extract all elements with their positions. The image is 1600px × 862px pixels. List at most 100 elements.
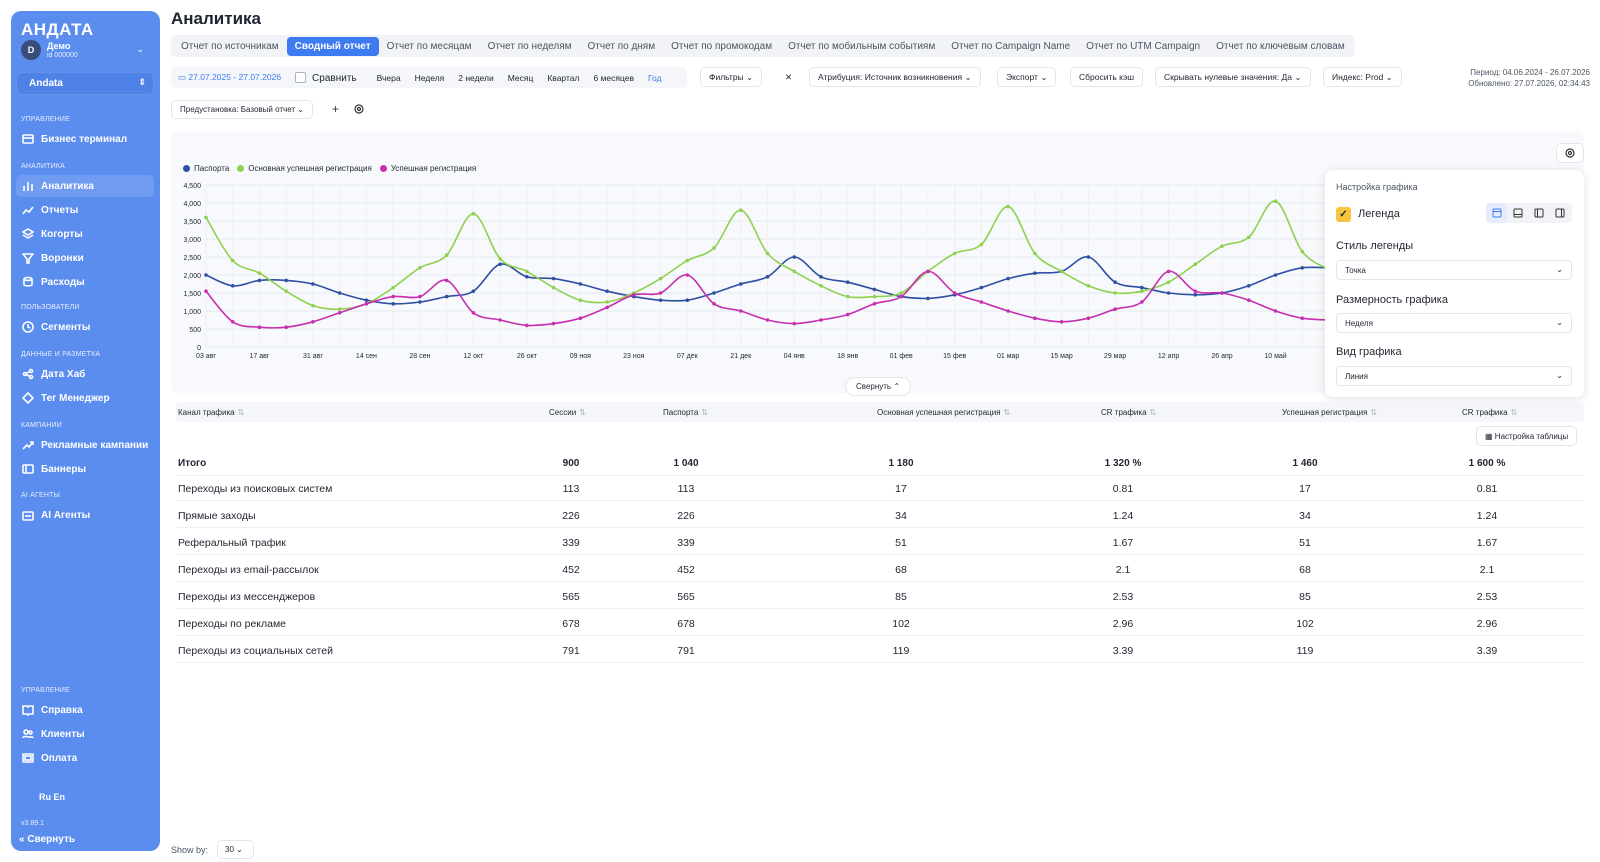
legend-style-select[interactable]: Точка ⌄ — [1336, 260, 1572, 280]
tab-report-5[interactable]: Отчет по промокодам — [671, 40, 773, 52]
period-option-0[interactable]: Вчера — [376, 72, 401, 83]
table-header: Канал трафика ⇅ Сессии ⇅ Паспорта ⇅ Основная у… — [176, 402, 1584, 422]
table-cell: 3.39 — [1476, 645, 1498, 657]
column-header[interactable]: CR трафика ⇅ — [1101, 408, 1156, 417]
collapse-sidebar-button[interactable]: « Свернуть — [19, 834, 75, 845]
tab-report-7[interactable]: Отчет по Campaign Name — [951, 40, 1071, 52]
compare-toggle[interactable]: Сравнить — [288, 71, 364, 84]
period-bar: ▭ 27.07.2025 - 27.07.2026 Сравнить Вчера… — [171, 67, 687, 88]
sidebar-item-terminal[interactable]: Бизнес терминал — [16, 128, 154, 150]
table-row: Переходы из мессенджеров 565 565 85 2.53 85 2.… — [176, 582, 1584, 609]
sidebar-item-clock[interactable]: Сегменты — [16, 316, 154, 338]
chart-type-select[interactable]: Линия ⌄ — [1336, 366, 1572, 386]
legend-item[interactable]: Успешная регистрация — [379, 164, 476, 173]
column-header[interactable]: Успешная регистрация ⇅ — [1282, 408, 1377, 417]
column-header[interactable]: CR трафика ⇅ — [1462, 408, 1517, 417]
hide-zero-select[interactable]: Скрывать нулевые значения: Да ⌄ — [1155, 67, 1311, 87]
reset-cache-button[interactable]: Сбросить кэш — [1070, 67, 1144, 87]
tab-report-1[interactable]: Сводный отчет — [286, 36, 379, 56]
show-by-select[interactable]: 30 ⌄ — [217, 840, 254, 859]
period-option-2[interactable]: 2 недели — [458, 72, 494, 83]
project-select[interactable]: Andata ⇕ — [16, 72, 154, 95]
data-point — [525, 269, 529, 274]
table-cell: 791 — [677, 645, 695, 657]
sidebar-item-diamond[interactable]: Тег Менеджер — [16, 387, 154, 409]
index-select[interactable]: Индекс: Prod ⌄ — [1323, 67, 1402, 87]
preset-select[interactable]: Предустановка: Базовый отчет ⌄ — [171, 100, 313, 119]
sort-icon[interactable]: ⇅ — [237, 408, 245, 417]
sidebar-item-users[interactable]: Клиенты — [16, 723, 154, 745]
compare-checkbox[interactable] — [295, 71, 307, 83]
sidebar-item-robot[interactable]: AI Агенты — [16, 504, 154, 526]
sort-icon[interactable]: ⇅ — [1370, 408, 1378, 417]
legend-position-right-icon[interactable] — [1549, 203, 1570, 223]
export-button[interactable]: Экспорт ⌄ — [997, 67, 1057, 87]
tab-report-8[interactable]: Отчет по UTM Campaign — [1086, 40, 1201, 52]
table-cell: 0.81 — [1112, 483, 1134, 495]
tab-report-4[interactable]: Отчет по дням — [587, 40, 656, 52]
tab-report-3[interactable]: Отчет по неделям — [487, 40, 572, 52]
tab-report-2[interactable]: Отчет по месяцам — [386, 40, 472, 52]
period-option-4[interactable]: Квартал — [547, 72, 580, 83]
table-cell: 102 — [1296, 618, 1314, 630]
sort-icon[interactable]: ⇅ — [579, 408, 586, 417]
data-point — [792, 321, 797, 326]
sidebar-item-book[interactable]: Справка — [16, 699, 154, 721]
x-tick-label: 14 сен — [356, 353, 377, 360]
dimension-select[interactable]: Неделя ⌄ — [1336, 313, 1572, 333]
data-point — [551, 321, 556, 326]
period-option-6[interactable]: Год — [647, 72, 662, 83]
sort-icon[interactable]: ⇅ — [1003, 408, 1011, 417]
sidebar-item-layers[interactable]: Когорты — [16, 223, 154, 245]
chevron-down-icon[interactable]: ⌄ — [136, 44, 144, 54]
table-cell: 34 — [895, 510, 907, 522]
data-point — [364, 298, 369, 302]
period-option-5[interactable]: 6 месяцев — [593, 72, 634, 83]
sidebar-item-bar-chart[interactable]: Аналитика — [16, 175, 154, 197]
sidebar-item-card[interactable]: Оплата — [16, 747, 154, 769]
table-cell: 226 — [562, 510, 580, 522]
sidebar-item-database[interactable]: Расходы — [16, 271, 154, 293]
table-settings-button[interactable]: ▦ Настройка таблицы — [1476, 426, 1578, 446]
sidebar-section-title: Управление — [21, 116, 70, 123]
column-header[interactable]: Канал трафика ⇅ — [178, 408, 244, 417]
legend-position-left-icon[interactable] — [1528, 203, 1549, 223]
column-header[interactable]: Основная успешная регистрация ⇅ — [877, 408, 1010, 417]
legend-position-bottom-icon[interactable] — [1507, 203, 1528, 223]
column-header[interactable]: Сессии ⇅ — [549, 408, 586, 417]
logo: АНДАТА — [21, 20, 94, 39]
sidebar-item-share[interactable]: Дата Хаб — [16, 363, 154, 385]
user-menu[interactable]: D Демо id 000000 ⌄ — [21, 39, 150, 63]
tab-report-6[interactable]: Отчет по мобильным событиям — [788, 40, 936, 52]
legend-checkbox[interactable]: ✓ — [1336, 207, 1351, 222]
chart-type-label: Вид графика — [1336, 346, 1402, 358]
table-cell: 119 — [1296, 645, 1314, 657]
legend-item[interactable]: Паспорта — [183, 164, 229, 173]
filters-button[interactable]: Фильтры ⌄ — [700, 67, 763, 87]
column-header[interactable]: Паспорта ⇅ — [663, 408, 708, 417]
sidebar-item-trend[interactable]: Рекламные кампании — [16, 434, 154, 456]
period-option-3[interactable]: Месяц — [507, 72, 534, 83]
period-option-1[interactable]: Неделя — [414, 72, 445, 83]
legend-item[interactable]: Основная успешная регистрация — [237, 164, 372, 173]
sidebar-item-label: Дата Хаб — [41, 368, 86, 380]
add-preset-icon[interactable]: + — [332, 102, 340, 116]
sidebar-item-banner[interactable]: Баннеры — [16, 458, 154, 480]
sort-icon[interactable]: ⇅ — [701, 408, 708, 417]
tab-report-9[interactable]: Отчет по ключевым словам — [1216, 40, 1345, 52]
preset-settings-gear-icon[interactable] — [353, 103, 365, 115]
attribution-select[interactable]: Атрибуция: Источник возникновения ⌄ — [809, 67, 981, 87]
sort-icon[interactable]: ⇅ — [1510, 408, 1518, 417]
language-switch[interactable]: Ru En — [39, 792, 65, 802]
tab-report-0[interactable]: Отчет по источникам — [181, 40, 279, 52]
collapse-chart-button[interactable]: Свернуть ⌃ — [845, 377, 912, 396]
sidebar-item-funnel[interactable]: Воронки — [16, 247, 154, 269]
clear-filters-icon[interactable]: ✕ — [777, 67, 801, 87]
sort-icon[interactable]: ⇅ — [1149, 408, 1157, 417]
date-range-picker[interactable]: ▭ 27.07.2025 - 27.07.2026 — [171, 72, 288, 83]
legend-position-top-icon[interactable] — [1486, 203, 1507, 223]
sidebar-item-line-chart[interactable]: Отчеты — [16, 199, 154, 221]
chart-settings-gear-icon[interactable] — [1556, 143, 1584, 163]
data-point — [1086, 255, 1091, 259]
y-tick-label: 2,000 — [183, 273, 201, 280]
